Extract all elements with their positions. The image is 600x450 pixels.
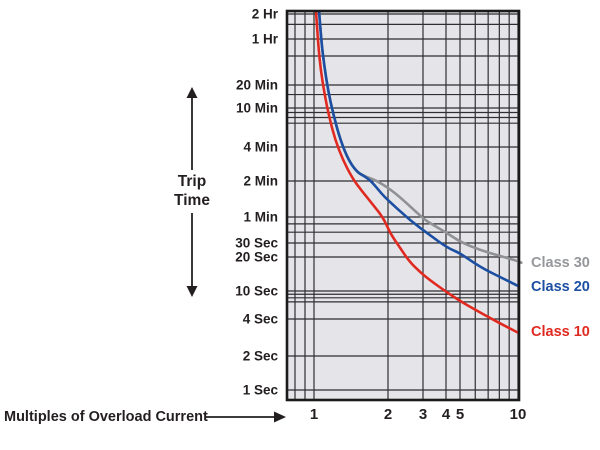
y-tick-label: 1 Min	[243, 210, 278, 225]
x-tick-label: 10	[510, 406, 527, 423]
y-tick-label: 10 Min	[236, 101, 278, 116]
y-axis-title: Trip Time	[162, 172, 222, 210]
trip-time-arrow-up-icon	[186, 87, 198, 98]
y-tick-label: 2 Hr	[252, 7, 279, 22]
x-axis-title: Multiples of Overload Current	[4, 409, 208, 425]
legend-class-10: Class 10	[531, 324, 590, 340]
y-tick-label: 10 Sec	[235, 284, 278, 299]
legend-class-20: Class 20	[531, 279, 590, 295]
x-axis-arrow-head-icon	[274, 411, 286, 423]
y-tick-label: 4 Min	[243, 140, 278, 155]
legend-class-30: Class 30	[531, 255, 590, 271]
y-tick-label: 20 Sec	[235, 250, 278, 265]
trip-time-arrow-down-icon	[186, 286, 198, 297]
y-tick-label: 2 Min	[243, 174, 278, 189]
x-tick-label: 3	[419, 406, 427, 423]
curve-class-20	[317, 11, 520, 288]
y-tick-label: 4 Sec	[243, 312, 279, 327]
y-axis-title-line1: Trip	[177, 173, 207, 190]
curve-class-10	[314, 11, 520, 334]
x-tick-label: 1	[310, 406, 318, 423]
y-tick-label: 2 Sec	[243, 349, 279, 364]
plot-border	[285, 9, 521, 402]
y-axis-title-line2: Time	[174, 192, 210, 209]
y-tick-label: 1 Hr	[252, 32, 279, 47]
x-tick-label: 2	[384, 406, 392, 423]
x-tick-label: 5	[456, 406, 464, 423]
y-tick-label: 30 Sec	[235, 236, 278, 251]
y-tick-label: 1 Sec	[243, 383, 279, 398]
x-tick-label: 4	[442, 406, 451, 423]
y-tick-label: 20 Min	[236, 78, 278, 93]
